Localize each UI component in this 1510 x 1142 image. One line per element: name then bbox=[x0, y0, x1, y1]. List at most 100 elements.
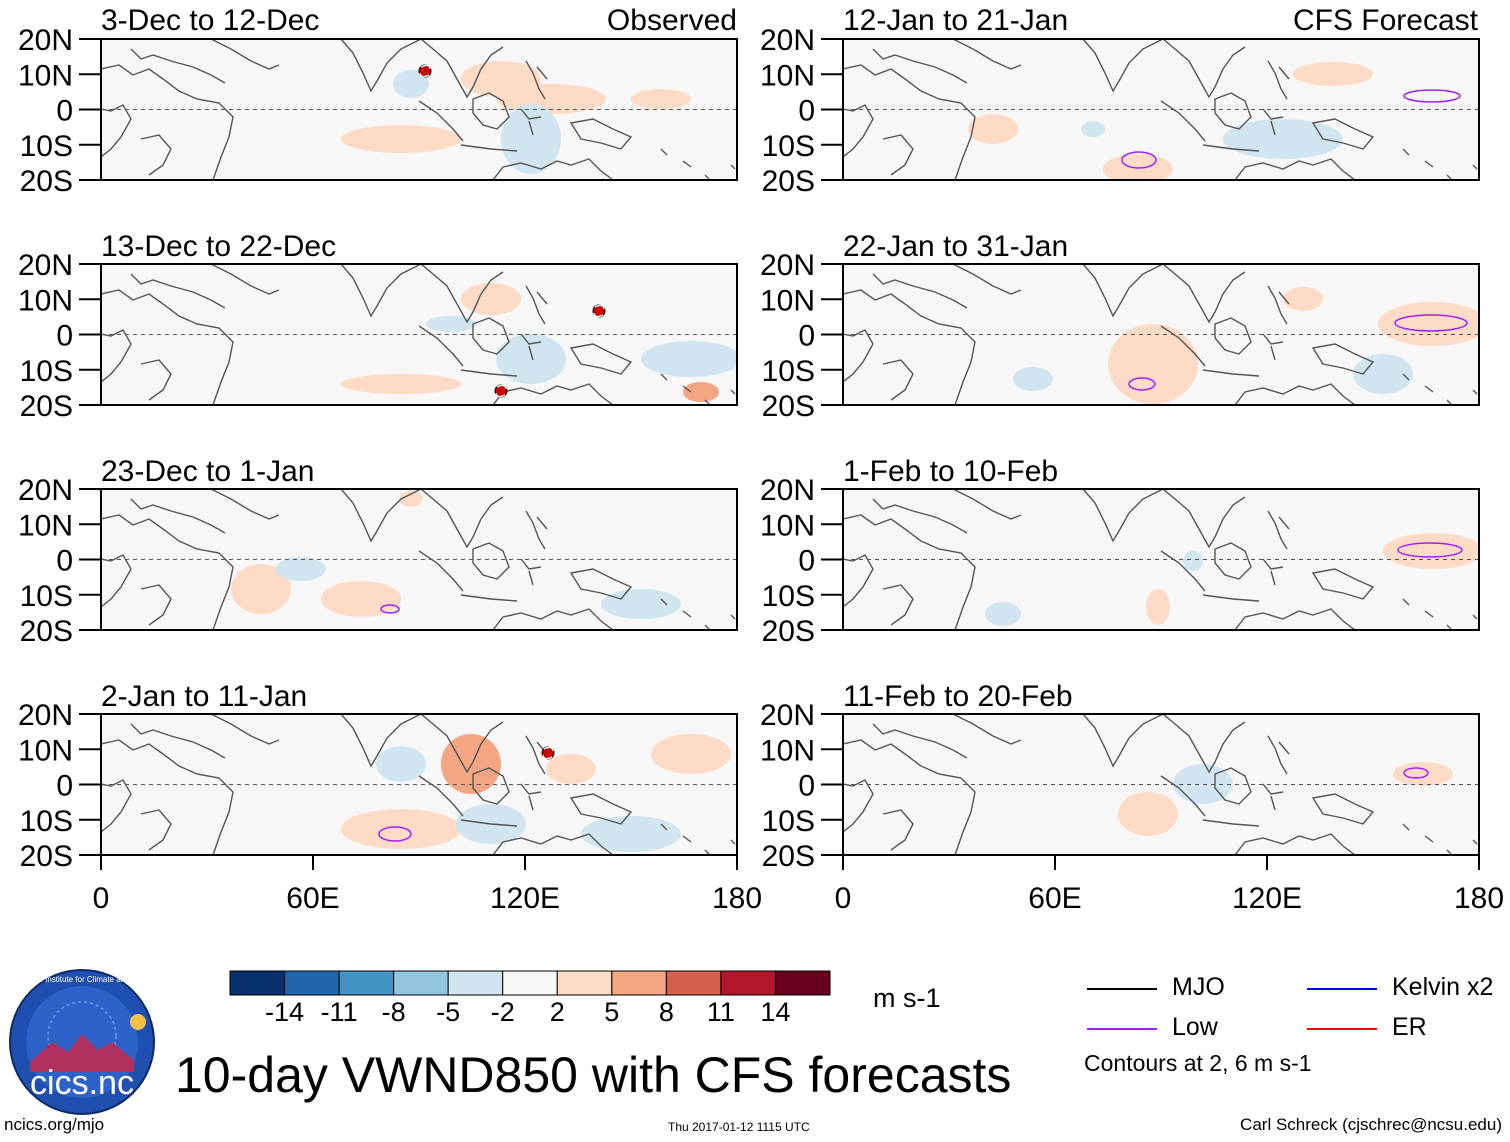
panel-period-title: 23-Dec to 1-Jan bbox=[101, 455, 314, 488]
anomaly-positive bbox=[1393, 762, 1453, 786]
author-credit: Carl Schreck (cjschrec@ncsu.edu) bbox=[1240, 1115, 1502, 1134]
cyclone-marker bbox=[494, 384, 508, 398]
legend-item-er: ER bbox=[1307, 1013, 1427, 1042]
colorbar-label: 11 bbox=[707, 997, 735, 1027]
low-contour bbox=[1394, 314, 1468, 332]
anomaly-negative bbox=[641, 341, 737, 377]
latitude-tick-label: 20S bbox=[762, 165, 815, 198]
cyclone-marker bbox=[418, 64, 432, 78]
latitude-tick-label: 10N bbox=[18, 509, 73, 542]
anomaly-positive bbox=[1383, 533, 1479, 569]
cyclone-marker bbox=[592, 304, 606, 318]
latitude-tick-label: 10N bbox=[760, 284, 815, 317]
latitude-axis: 20N10N010S20S20N10N010S20S20N10N010S20S2… bbox=[18, 24, 843, 873]
panel-period-title: 12-Jan to 21-Jan bbox=[843, 4, 1068, 37]
map-panel bbox=[100, 38, 738, 181]
latitude-tick-label: 10N bbox=[760, 734, 815, 767]
latitude-tick-label: 10N bbox=[760, 59, 815, 92]
colorbar-label: 8 bbox=[659, 997, 674, 1027]
anomaly-positive bbox=[231, 564, 291, 614]
latitude-tick-label: 0 bbox=[798, 320, 815, 353]
colorbar-label: 5 bbox=[604, 997, 619, 1027]
legend-label: Kelvin x2 bbox=[1392, 973, 1494, 1001]
longitude-tick-label: 180 bbox=[1454, 882, 1504, 915]
anomaly-positive bbox=[341, 809, 461, 849]
header-observed: Observed bbox=[607, 4, 737, 37]
legend-label: MJO bbox=[1172, 973, 1225, 1001]
latitude-tick-label: 20S bbox=[20, 165, 73, 198]
legend-label: ER bbox=[1392, 1013, 1427, 1041]
anomaly-negative bbox=[1183, 551, 1203, 571]
anomaly-negative bbox=[1223, 119, 1343, 159]
anomaly-negative bbox=[376, 746, 426, 782]
latitude-tick-label: 10S bbox=[20, 580, 73, 613]
colorbar-label: -5 bbox=[436, 997, 460, 1027]
latitude-tick-label: 10S bbox=[20, 355, 73, 388]
colorbar-swatch bbox=[774, 970, 831, 996]
legend-swatch bbox=[1087, 988, 1157, 990]
anomaly-positive bbox=[1108, 324, 1198, 404]
cics-logo: Cooperative Institute for Climate and Sa… bbox=[0, 969, 164, 1115]
anomaly-negative bbox=[496, 334, 566, 384]
header-forecast: CFS Forecast bbox=[1293, 4, 1479, 37]
longitude-axis: 0 60E 120E 180 0 60E 120E 180 bbox=[93, 855, 1504, 915]
site-url[interactable]: ncics.org/mjo bbox=[4, 1115, 105, 1134]
anomaly-negative bbox=[601, 589, 681, 619]
colorbar-swatch bbox=[447, 970, 504, 996]
anomaly-positive bbox=[461, 283, 521, 315]
latitude-tick-label: 10N bbox=[18, 59, 73, 92]
colorbar-label: -14 bbox=[265, 997, 304, 1027]
latitude-tick-label: 10S bbox=[20, 130, 73, 163]
latitude-tick-label: 10N bbox=[760, 509, 815, 542]
latitude-tick-label: 10S bbox=[762, 580, 815, 613]
latitude-tick-label: 0 bbox=[56, 320, 73, 353]
colorbar-swatch bbox=[556, 970, 613, 996]
legend-item-low: Low bbox=[1087, 1013, 1218, 1042]
longitude-tick-label: 120E bbox=[1232, 882, 1302, 915]
anomaly-positive bbox=[399, 491, 423, 507]
map-panel bbox=[842, 38, 1480, 181]
anomaly-negative bbox=[501, 104, 561, 174]
low-contour bbox=[380, 604, 400, 614]
panel-period-title: 1-Feb to 10-Feb bbox=[843, 455, 1058, 488]
latitude-tick-label: 10S bbox=[762, 355, 815, 388]
legend-item-kelvin: Kelvin x2 bbox=[1307, 973, 1494, 1002]
latitude-tick-label: 20N bbox=[760, 249, 815, 282]
legend-label: Low bbox=[1172, 1013, 1218, 1041]
map-panel bbox=[842, 488, 1480, 631]
latitude-tick-label: 0 bbox=[798, 95, 815, 128]
legend-item-mjo: MJO bbox=[1087, 973, 1225, 1002]
colorbar-label: 14 bbox=[760, 997, 790, 1027]
anomaly-positive bbox=[1293, 62, 1373, 86]
colorbar-label: -11 bbox=[321, 997, 358, 1027]
latitude-tick-label: 20N bbox=[760, 24, 815, 57]
latitude-tick-label: 20S bbox=[762, 615, 815, 648]
anomaly-positive bbox=[1118, 792, 1178, 836]
latitude-tick-label: 20N bbox=[760, 699, 815, 732]
cyclone-marker bbox=[541, 746, 555, 760]
contour-note: Contours at 2, 6 m s-1 bbox=[1084, 1050, 1312, 1076]
low-contour bbox=[1128, 377, 1156, 391]
legend-swatch bbox=[1307, 988, 1377, 990]
low-contour bbox=[1403, 767, 1429, 779]
legend-swatch bbox=[1307, 1028, 1377, 1030]
panel-period-title: 3-Dec to 12-Dec bbox=[101, 4, 319, 37]
anomaly-positive bbox=[968, 114, 1018, 144]
longitude-tick-label: 60E bbox=[286, 882, 339, 915]
longitude-tick-label: 120E bbox=[490, 882, 560, 915]
longitude-tick-label: 180 bbox=[712, 882, 762, 915]
latitude-tick-label: 20N bbox=[760, 474, 815, 507]
panel-period-title: 2-Jan to 11-Jan bbox=[101, 680, 307, 713]
anomaly-strong-positive bbox=[683, 382, 719, 402]
latitude-tick-label: 20N bbox=[18, 24, 73, 57]
panel-period-title: 11-Feb to 20-Feb bbox=[843, 680, 1073, 713]
map-panel bbox=[842, 263, 1480, 406]
latitude-tick-label: 20S bbox=[20, 615, 73, 648]
latitude-tick-label: 20S bbox=[20, 390, 73, 423]
logo-text: cics.nc bbox=[30, 1064, 134, 1102]
latitude-tick-label: 0 bbox=[798, 770, 815, 803]
colorbar-swatch bbox=[665, 970, 722, 996]
low-contour bbox=[1397, 542, 1463, 558]
anomaly-negative bbox=[426, 316, 476, 332]
